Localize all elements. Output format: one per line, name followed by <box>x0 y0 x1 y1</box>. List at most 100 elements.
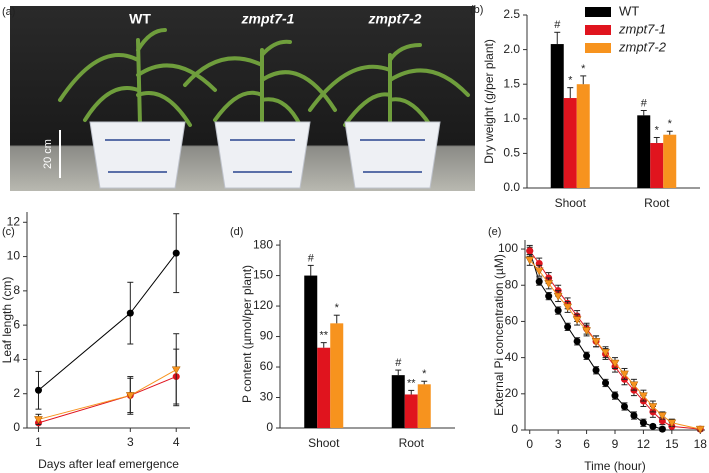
x-tick-label: 15 <box>665 437 679 451</box>
legend-label: zmpt7-2 <box>618 39 667 54</box>
marker <box>545 292 553 300</box>
y-tick-label: 60 <box>260 359 274 373</box>
chart: (e)External Pi concentration (µM)0204060… <box>488 226 707 473</box>
y-tick-label: 20 <box>505 386 519 400</box>
y-tick-label: 1.5 <box>503 76 520 90</box>
legend-swatch <box>585 7 611 17</box>
x-tick-label: 0 <box>526 437 533 451</box>
bar <box>637 115 651 188</box>
x-tick-label: 12 <box>637 437 651 451</box>
y-axis-label: Dry weight (g/per plant) <box>482 39 496 164</box>
photo: 20 cm (a) WT zmpt7-1 zmpt7-2 <box>2 6 475 191</box>
marker <box>573 337 581 345</box>
bar <box>330 323 344 428</box>
plants <box>58 28 470 127</box>
y-tick-label: 0 <box>511 422 518 436</box>
annotation: * <box>668 118 673 130</box>
y-tick-label: 8 <box>13 283 20 297</box>
marker <box>582 327 592 335</box>
chart: (d) P content (µmol/per plant) 0 30 60 90 120 1… <box>230 226 455 450</box>
bar <box>417 384 431 428</box>
bar <box>391 375 405 428</box>
y-axis-label: P content (µmol/per plant) <box>240 265 254 403</box>
marker <box>544 280 554 288</box>
bar <box>563 98 577 188</box>
y-tick-label: 4 <box>13 352 20 366</box>
marker <box>649 422 657 430</box>
x-tick-label: 9 <box>612 437 619 451</box>
marker <box>630 412 638 420</box>
y-tick-label: 150 <box>253 268 273 282</box>
y-tick-label: 40 <box>505 350 519 364</box>
bar <box>663 134 677 188</box>
marker <box>611 392 619 400</box>
marker <box>34 416 43 424</box>
marker <box>534 267 544 276</box>
x-axis-label: Days after leaf emergence <box>38 457 179 471</box>
marker <box>525 256 535 265</box>
panel-label: (e) <box>488 226 501 238</box>
annotation: # <box>308 252 315 264</box>
x-tick-label: 3 <box>555 437 562 451</box>
marker <box>620 402 628 410</box>
x-tick-label: Shoot <box>555 196 587 210</box>
marker <box>526 247 534 255</box>
panel-label: (b) <box>470 4 483 16</box>
panel-label: (d) <box>230 226 243 238</box>
annotation: # <box>554 19 561 31</box>
y-tick-label: 120 <box>253 298 273 312</box>
bar <box>304 275 318 428</box>
marker <box>657 412 667 421</box>
y-tick-label: 30 <box>260 390 274 404</box>
y-tick-label: 100 <box>498 241 518 255</box>
chart: (c) Leaf length (cm) 0 2 4 6 8 10 12 Days after l… <box>0 212 190 471</box>
x-axis-label: Time (hour) <box>584 459 646 473</box>
marker <box>126 309 134 317</box>
bar <box>650 143 664 188</box>
legend-label: WT <box>619 3 639 18</box>
panel-label: (a) <box>2 6 15 18</box>
y-tick-label: 1.0 <box>503 111 520 125</box>
y-tick-label: 80 <box>505 277 519 291</box>
y-tick-label: 90 <box>260 329 274 343</box>
marker <box>601 348 610 357</box>
marker <box>34 386 42 394</box>
x-tick-label: 6 <box>583 437 590 451</box>
marker <box>535 278 543 286</box>
marker <box>639 419 647 427</box>
marker <box>667 419 677 428</box>
marker <box>648 403 658 411</box>
marker <box>638 392 648 401</box>
marker <box>591 338 601 346</box>
y-axis-label: External Pi concentration (µM) <box>492 254 506 416</box>
bar <box>404 394 418 428</box>
annotation: ** <box>319 330 328 342</box>
series-line <box>38 376 177 424</box>
series-line <box>38 252 177 391</box>
y-axis-label: Leaf length (cm) <box>0 277 14 364</box>
annotation: * <box>655 124 660 136</box>
marker <box>171 366 181 375</box>
marker <box>602 379 610 387</box>
legend-swatch <box>585 43 611 53</box>
genotype-label: WT <box>129 11 151 27</box>
marker <box>554 307 562 315</box>
x-tick-label: 3 <box>127 435 134 449</box>
marker <box>172 249 180 257</box>
y-tick-label: 2 <box>13 386 20 400</box>
series-line <box>529 250 701 430</box>
y-tick-label: 6 <box>13 317 20 331</box>
annotation: * <box>422 368 427 380</box>
annotation: * <box>568 75 573 87</box>
genotype-label: zmpt7-2 <box>368 11 422 27</box>
marker <box>553 292 563 301</box>
y-tick-label: 0 <box>266 420 273 434</box>
x-tick-label: 4 <box>173 435 180 449</box>
series-line <box>38 369 177 420</box>
marker <box>564 323 572 331</box>
annotation: * <box>581 63 586 75</box>
legend-label: zmpt7-1 <box>618 21 666 36</box>
y-tick-label: 0.5 <box>503 146 520 160</box>
marker <box>610 359 620 368</box>
